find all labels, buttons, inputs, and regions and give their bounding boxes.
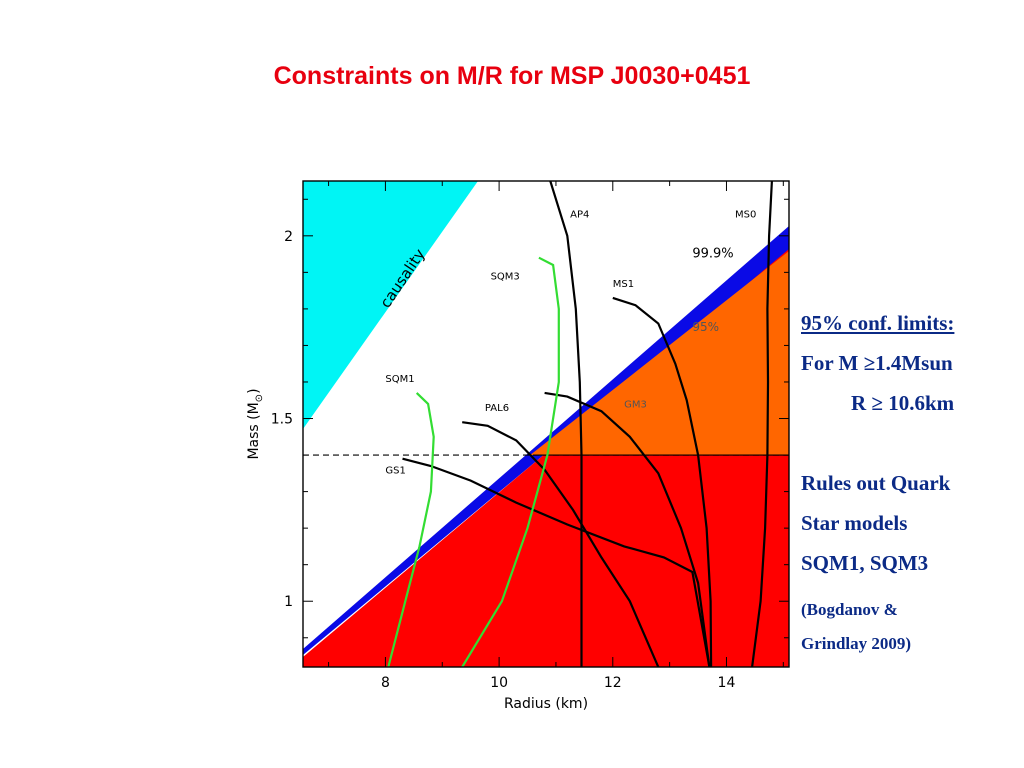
y-axis-label: Mass (M (246, 402, 262, 459)
citation-line-1: (Bogdanov & (801, 600, 898, 619)
svg-text:Mass (M⊙): Mass (M⊙) (246, 388, 265, 459)
curve-label-gm3: GM3 (624, 400, 647, 411)
y-tick-label: 2 (284, 229, 293, 245)
curve-sqm3 (461, 256, 560, 667)
curve-label-pal6: PAL6 (485, 403, 509, 414)
curve-gm3 (544, 391, 711, 667)
label-95: 95% (692, 320, 719, 334)
slide-title: Constraints on M/R for MSP J0030+0451 (273, 62, 751, 90)
curve-label-sqm1: SQM1 (385, 374, 414, 385)
rules-out-line: Rules out Quark (801, 471, 951, 495)
x-tick-label: 12 (604, 675, 622, 691)
citation-line-2: Grindlay 2009) (801, 634, 912, 653)
curve-label-gs1: GS1 (385, 465, 405, 476)
mass-limit-line: For M ≥1.4Msun (801, 351, 953, 375)
x-tick-label: 14 (718, 675, 736, 691)
curve-gs1 (402, 457, 711, 667)
curve-label-ms0: MS0 (735, 210, 756, 221)
x-axis-label: Radius (km) (504, 696, 588, 712)
curve-ms1 (612, 296, 713, 667)
axis-ticks: 8 10 12 14 1 1.5 2 (271, 181, 789, 691)
curve-label-sqm3: SQM3 (491, 272, 520, 283)
curve-pal6 (462, 421, 660, 667)
curve-label-ap4: AP4 (570, 210, 589, 221)
causality-region (303, 181, 478, 429)
x-tick-label: 10 (490, 675, 508, 691)
conf-limits-heading: 95% conf. limits: (801, 311, 955, 335)
curve-ap4 (549, 181, 583, 667)
sidebar-notes: 95% conf. limits: For M ≥1.4Msun R ≥ 10.… (801, 303, 1021, 661)
y-axis-label-group: Mass (M⊙) (246, 388, 265, 459)
curve-ms0 (751, 181, 773, 667)
star-models-line: Star models (801, 511, 908, 535)
curve-label-ms1: MS1 (613, 279, 634, 290)
curve-sqm1 (387, 392, 435, 667)
sun-symbol: ⊙ (254, 394, 265, 402)
plot-frame (302, 180, 790, 668)
sqm-models-line: SQM1, SQM3 (801, 551, 929, 575)
eos-curves (387, 181, 773, 667)
y-tick-label: 1.5 (271, 412, 293, 428)
y-tick-label: 1 (284, 594, 293, 610)
radius-limit-line: R ≥ 10.6km (851, 391, 955, 415)
label-999: 99.9% (692, 247, 733, 262)
limit-band (303, 226, 789, 655)
x-tick-label: 8 (381, 675, 390, 691)
